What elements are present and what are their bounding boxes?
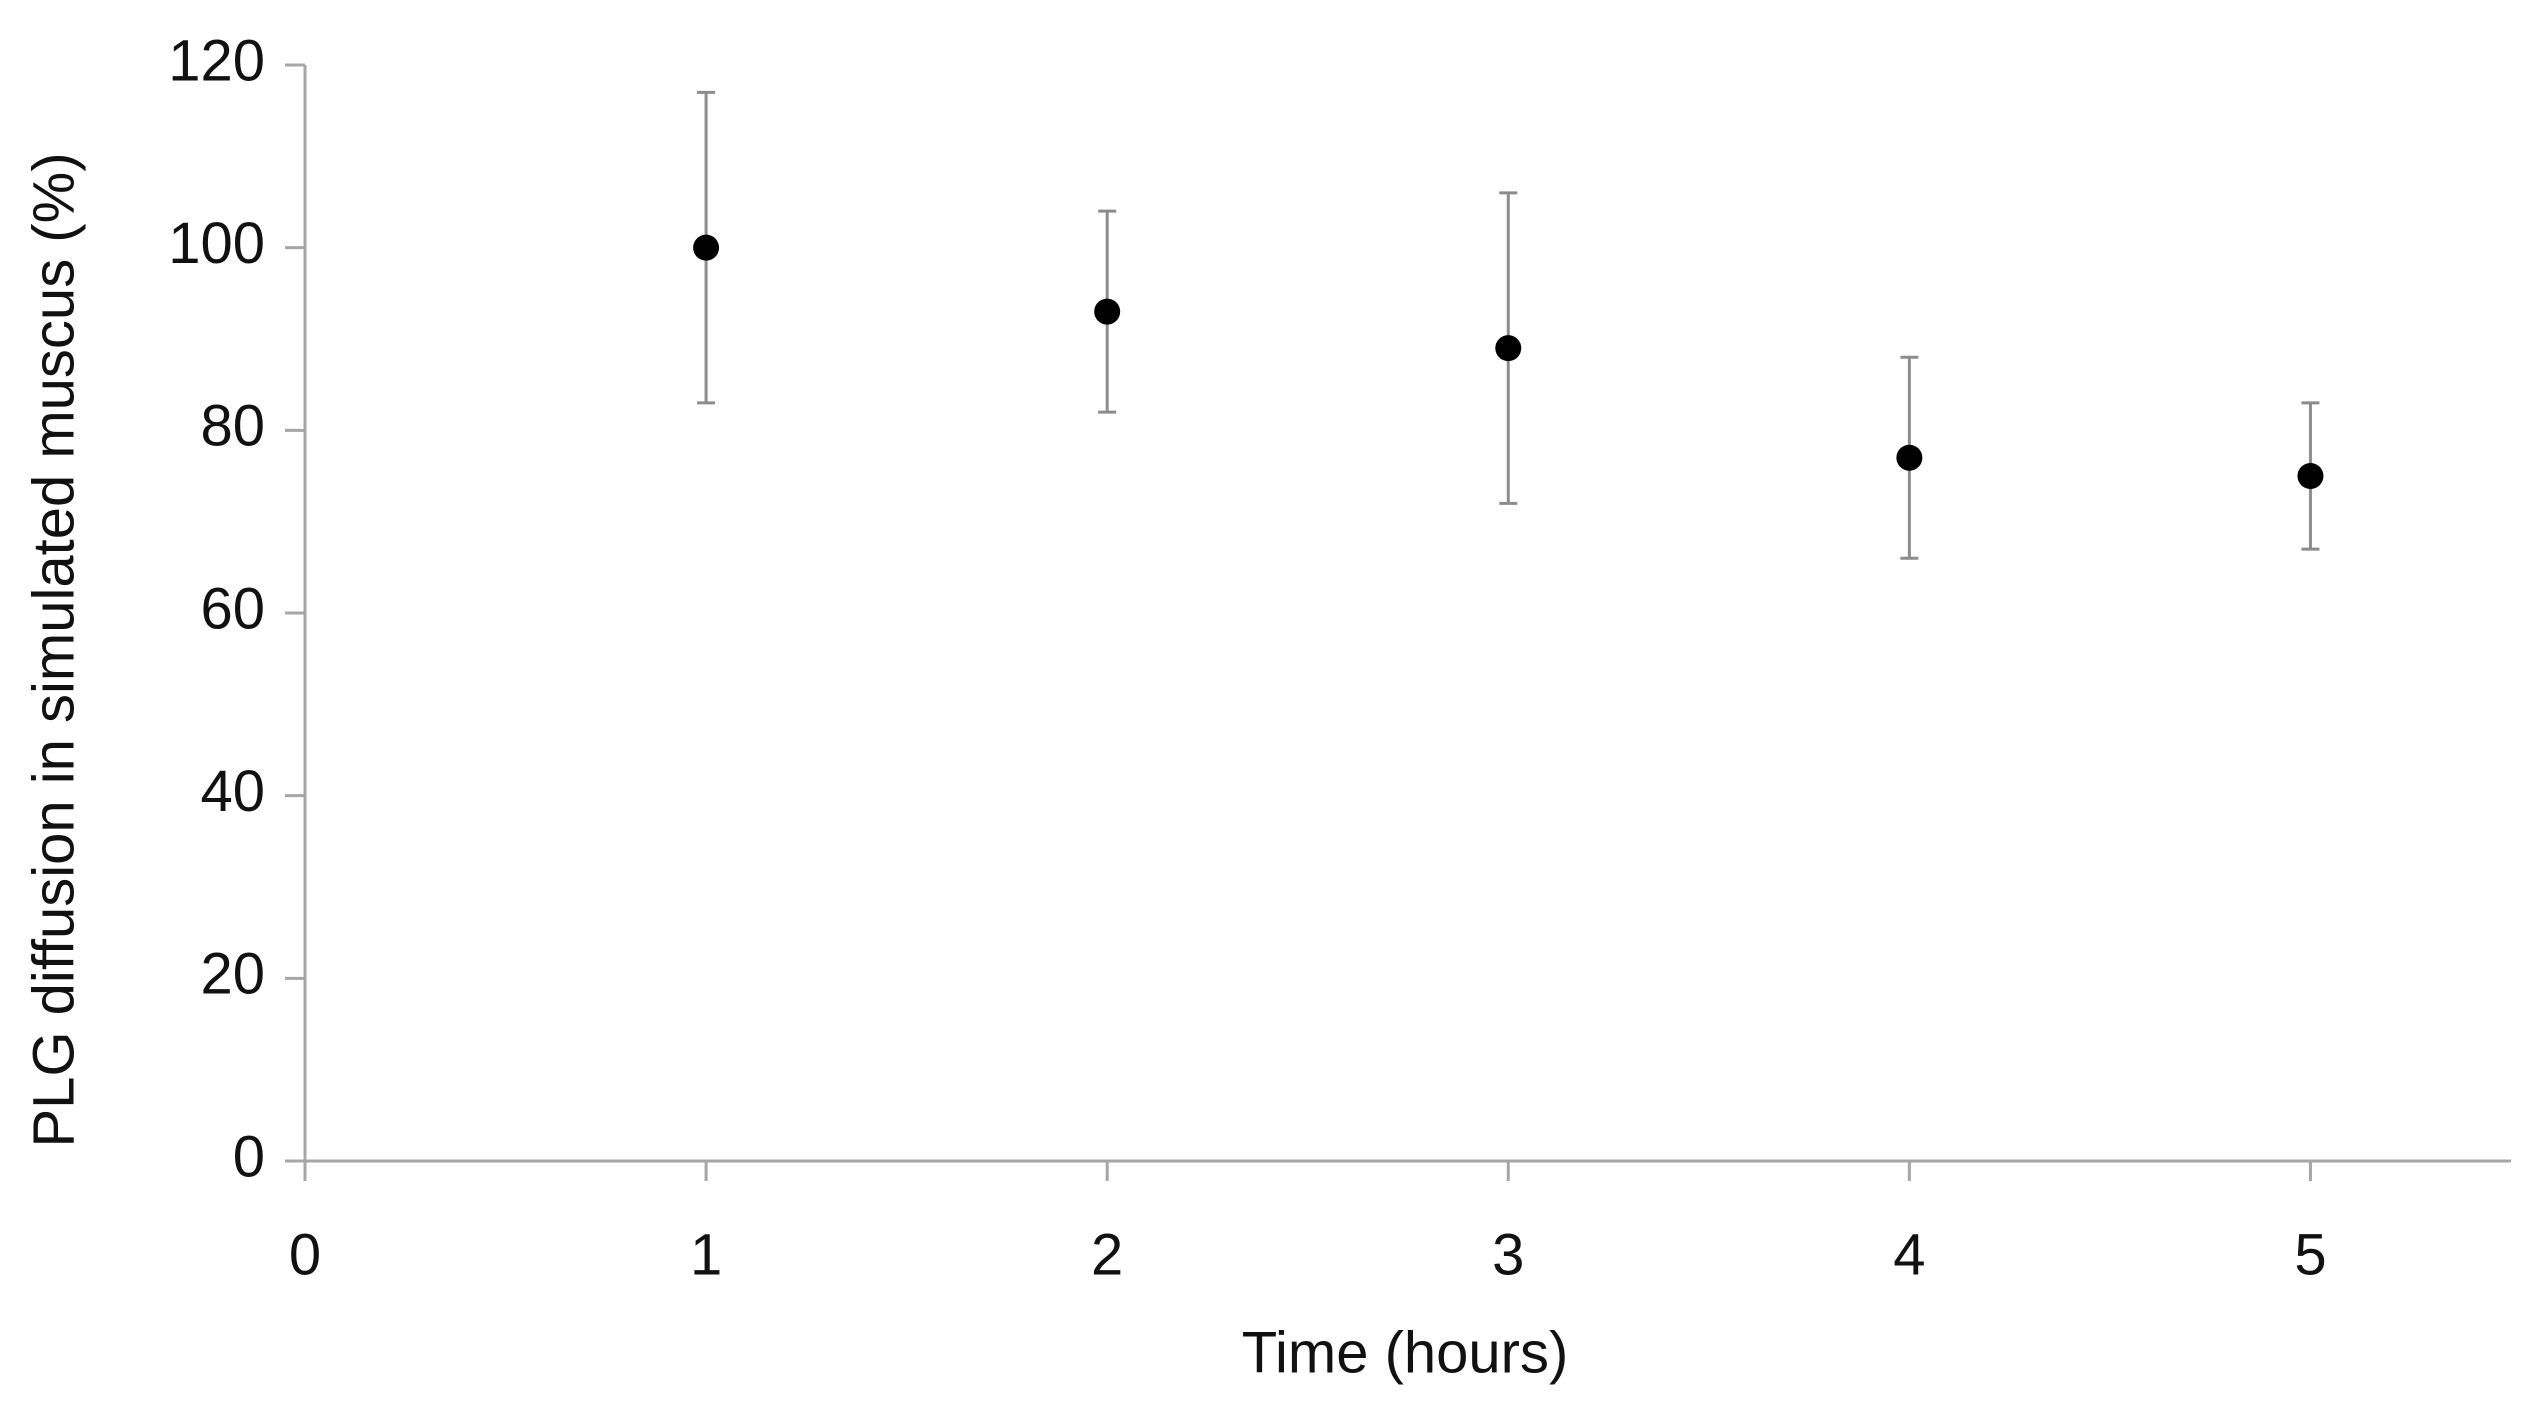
x-tick-label: 1 xyxy=(690,1222,722,1287)
y-tick-label: 80 xyxy=(200,394,265,459)
y-tick-label: 20 xyxy=(200,942,265,1007)
x-tick-label: 0 xyxy=(289,1222,321,1287)
point xyxy=(1094,298,1121,325)
y-tick-label: 40 xyxy=(200,759,265,824)
y-tick-label: 0 xyxy=(233,1124,265,1189)
y-tick-label: 60 xyxy=(200,576,265,641)
point xyxy=(2297,463,2324,489)
y-tick-label: 100 xyxy=(168,211,265,276)
point xyxy=(1495,335,1522,362)
x-axis-title: Time (hours) xyxy=(1242,1320,1569,1385)
y-axis-title: PLG diffusion in simulated muscus (%) xyxy=(21,152,86,1147)
point xyxy=(1896,444,1923,471)
x-tick-label: 5 xyxy=(2294,1222,2326,1287)
x-tick-label: 2 xyxy=(1091,1222,1123,1287)
point xyxy=(693,234,720,261)
y-tick-label: 120 xyxy=(168,28,265,93)
x-tick-label: 3 xyxy=(1492,1222,1524,1287)
x-tick-label: 4 xyxy=(1893,1222,1925,1287)
